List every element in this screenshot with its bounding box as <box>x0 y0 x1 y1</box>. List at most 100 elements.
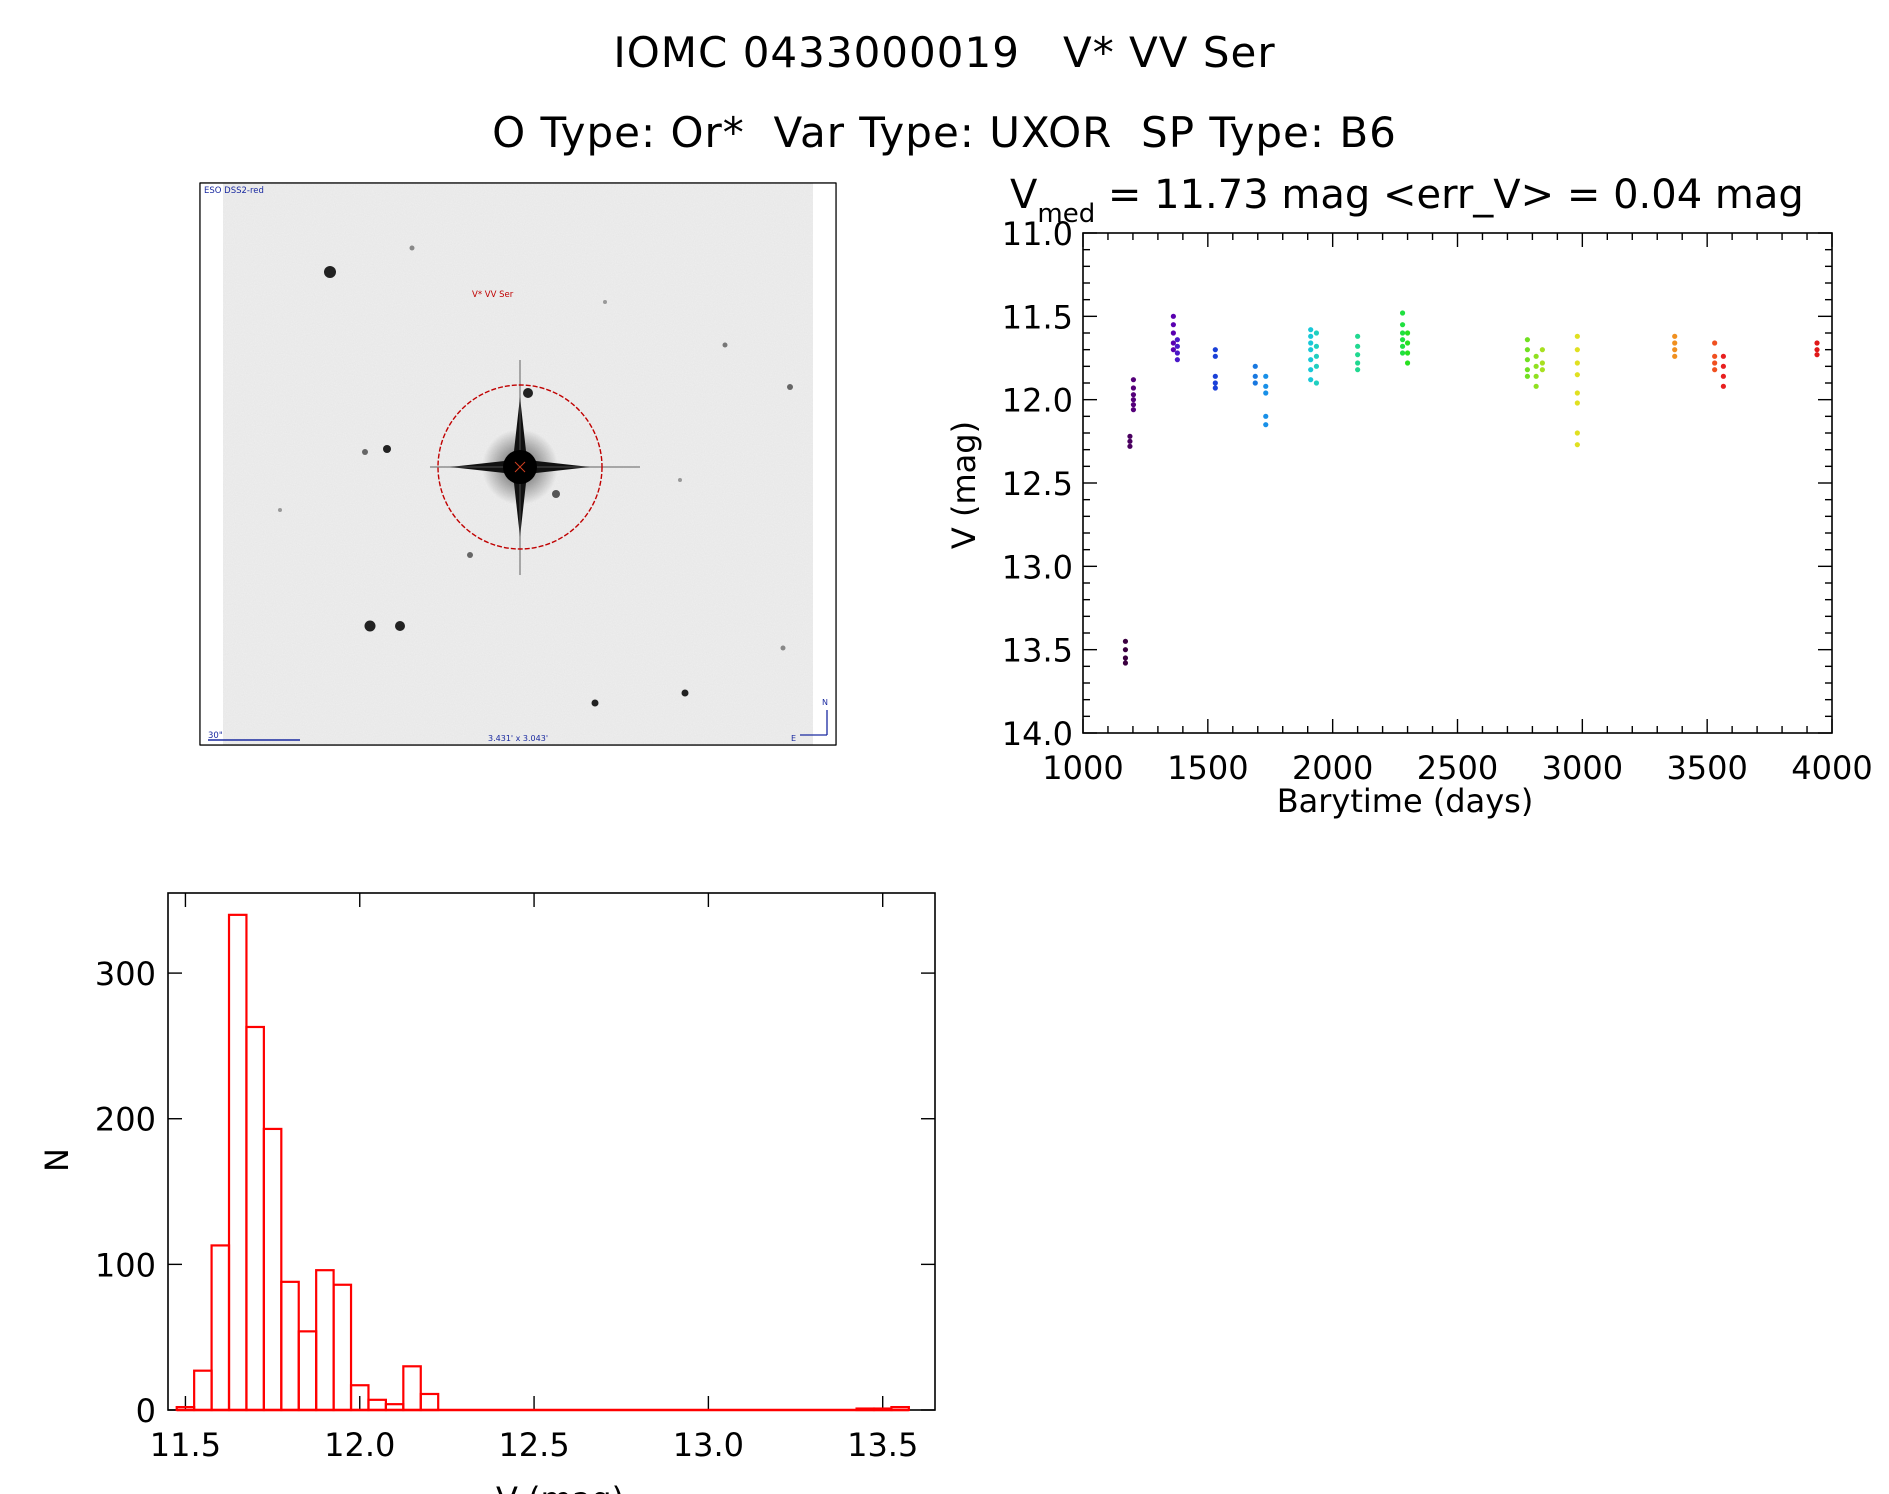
lc-data-point <box>1524 367 1531 373</box>
compass-north-label: N <box>822 698 828 707</box>
hist-x-tick-label: 12.5 <box>498 1426 569 1464</box>
lc-data-point <box>1313 353 1320 359</box>
lc-y-tick-label: 13.0 <box>1002 548 1073 586</box>
lc-title-prefix: V <box>1010 172 1038 218</box>
lc-data-point <box>1212 385 1218 391</box>
lc-x-tick-label: 1000 <box>1042 749 1123 787</box>
lc-data-point <box>1720 363 1726 369</box>
hist-plot-frame <box>167 892 936 1411</box>
sky-image-right-margin <box>813 183 836 745</box>
hist-x-tick-label: 11.5 <box>150 1426 221 1464</box>
lc-x-tick-label: 4000 <box>1791 749 1872 787</box>
lc-data-point <box>1308 367 1314 373</box>
lc-data-point <box>1574 442 1580 448</box>
lc-data-point <box>1127 433 1133 439</box>
lc-data-point <box>1672 340 1678 346</box>
lc-title-sub: med <box>1037 199 1095 229</box>
lc-data-point <box>1399 337 1406 343</box>
hist-y-axis-label: N <box>38 1148 76 1172</box>
lc-data-point <box>1170 313 1176 319</box>
lc-data-point <box>1170 322 1176 328</box>
lc-data-point <box>1174 357 1180 363</box>
lc-data-point <box>1404 330 1411 336</box>
lc-data-point <box>1127 438 1133 444</box>
lc-x-axis-label: Barytime (days) <box>1277 782 1534 820</box>
hist-bar <box>280 1280 300 1412</box>
lc-data-point <box>1574 400 1580 406</box>
target-star <box>430 360 640 575</box>
lc-data-point <box>1313 343 1320 349</box>
lc-data-point <box>1308 357 1314 363</box>
lc-data-point <box>1404 360 1411 366</box>
lc-data-point <box>1524 347 1531 353</box>
lc-data-point <box>1672 347 1678 353</box>
lc-data-point <box>1404 350 1411 356</box>
hist-bar <box>855 1407 876 1412</box>
hist-y-tick-label: 0 <box>136 1392 156 1430</box>
fov-label: 3.431' x 3.043' <box>488 734 548 743</box>
lc-data-point <box>1574 430 1580 436</box>
hist-bar <box>297 1330 318 1412</box>
lc-plot-frame <box>1082 232 1833 734</box>
lc-data-point <box>1308 340 1314 346</box>
lc-data-point <box>1212 373 1218 379</box>
lc-data-point <box>1212 347 1218 353</box>
lc-data-point <box>1533 353 1539 359</box>
lc-data-point <box>1122 638 1129 644</box>
lc-title: Vmed = 11.73 mag <err_V> = 0.04 mag <box>1010 172 1804 229</box>
lc-data-point <box>1355 360 1361 366</box>
lc-data-point <box>1130 407 1137 413</box>
hist-bar <box>890 1405 910 1412</box>
lc-data-point <box>1574 333 1580 339</box>
lc-x-tick-label: 2500 <box>1417 749 1498 787</box>
lc-data-point <box>1574 372 1580 378</box>
lc-data-point <box>1355 352 1361 358</box>
lc-data-point <box>1308 327 1314 333</box>
lc-data-point <box>1174 337 1180 343</box>
hist-x-tick-label: 12.0 <box>324 1426 395 1464</box>
title-line-2: O Type: Or* Var Type: UXOR SP Type: B6 <box>492 108 1397 157</box>
lc-data-point <box>1252 363 1258 369</box>
hist-bar <box>210 1244 231 1412</box>
hist-y-tick-label: 200 <box>95 1101 156 1139</box>
lc-data-point <box>1814 347 1820 353</box>
hist-bar <box>419 1392 440 1412</box>
lc-data-point <box>1263 422 1269 428</box>
hist-bar <box>245 1025 265 1412</box>
lc-data-point <box>1127 443 1133 449</box>
lc-data-point <box>1539 360 1545 366</box>
lc-data-point <box>1720 383 1726 389</box>
lc-data-point <box>1355 333 1361 339</box>
lc-data-point <box>1814 340 1820 346</box>
lc-title-rest: = 11.73 mag <err_V> = 0.04 mag <box>1095 172 1804 218</box>
lc-data-point <box>1313 363 1320 369</box>
lc-data-point <box>1130 397 1137 403</box>
lc-data-point <box>1399 322 1406 328</box>
lc-data-point <box>1814 352 1820 358</box>
hist-bar <box>332 1283 353 1412</box>
lc-data-point <box>1308 333 1314 339</box>
lc-data-point <box>1252 380 1258 386</box>
lc-data-point <box>1122 647 1129 653</box>
lc-data-point <box>1539 367 1545 373</box>
hist-y-tick-label: 100 <box>95 1246 156 1284</box>
title-line-1: IOMC 0433000019 V* VV Ser <box>613 28 1276 77</box>
lc-y-axis-label: V (mag) <box>945 421 983 549</box>
hist-bar <box>349 1384 370 1412</box>
lc-data-point <box>1672 353 1678 359</box>
lc-x-tick-label: 2000 <box>1292 749 1373 787</box>
lc-x-tick-label: 3500 <box>1666 749 1747 787</box>
lc-data-point <box>1130 392 1137 398</box>
lc-data-point <box>1313 380 1320 386</box>
scale-label: 30" <box>208 731 223 741</box>
lc-data-point <box>1720 373 1726 379</box>
lc-data-point <box>1524 373 1531 379</box>
target-label: V* VV Ser <box>472 290 514 300</box>
survey-label: ESO DSS2-red <box>204 186 264 196</box>
hist-y-tick-label: 300 <box>95 955 156 993</box>
hist-bar <box>872 1407 893 1412</box>
lc-data-point <box>1524 357 1531 363</box>
lc-data-point <box>1574 360 1580 366</box>
field-stars <box>278 245 793 707</box>
light-curve-chart: Vmed = 11.73 mag <err_V> = 0.04 mag 1000… <box>945 172 1873 820</box>
